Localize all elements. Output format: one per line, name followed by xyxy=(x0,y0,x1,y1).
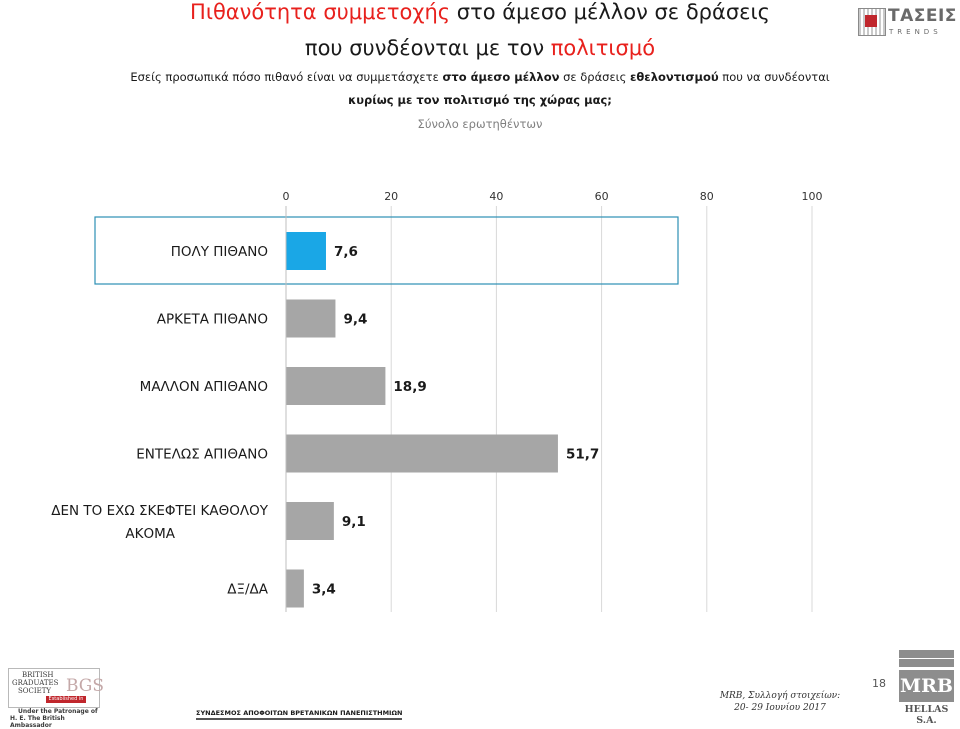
title-text: στο άμεσο μέλλον σε δράσεις xyxy=(450,0,770,24)
category-label: ΔΞ/ΔΑ xyxy=(227,582,269,598)
mrb-logo-band xyxy=(899,650,954,667)
bar xyxy=(286,434,558,473)
x-tick-label: 60 xyxy=(595,190,609,203)
taseis-logo-square xyxy=(865,15,877,27)
mrb-logo-sub: HELLAS S.A. xyxy=(904,704,949,726)
question-bold: εθελοντισμού xyxy=(629,70,719,84)
association-name: ΣΥΝΔΕΣΜΟΣ ΑΠΟΦΟΙΤΩΝ ΒΡΕΤΑΝΙΚΩΝ ΠΑΝΕΠΙΣΤΗ… xyxy=(196,709,403,720)
bgs-text: BRITISH xyxy=(22,671,54,679)
x-tick-label: 40 xyxy=(489,190,503,203)
title-highlight: Πιθανότητα συμμετοχής xyxy=(190,0,451,24)
title-text: που συνδέονται με τον xyxy=(304,36,551,60)
taseis-logo-word: ΤΑΣΕΙΣ xyxy=(888,6,957,26)
category-label: ΜΑΛΛΟΝ ΑΠΙΘΑΝΟ xyxy=(140,379,268,395)
x-tick-label: 20 xyxy=(384,190,398,203)
question-text: που να συνδέονται xyxy=(718,70,830,84)
slide-title-line1: Πιθανότητα συμμετοχής στο άμεσο μέλλον σ… xyxy=(120,0,840,24)
category-label: ΔΕΝ ΤΟ ΕΧΩ ΣΚΕΦΤΕΙ ΚΑΘΟΛΟΥ xyxy=(51,503,268,519)
data-label: 7,6 xyxy=(334,244,358,260)
title-highlight: πολιτισμό xyxy=(550,36,656,60)
question-line2: κυρίως με τον πολιτισμό της χώρας μας; xyxy=(348,93,612,107)
source-line: 20- 29 Ιουνίου 2017 xyxy=(734,703,826,713)
source-note: MRB, Συλλογή στοιχείων: 20- 29 Ιουνίου 2… xyxy=(705,690,855,714)
category-label: ΑΡΚΕΤΑ ΠΙΘΑΝΟ xyxy=(157,312,268,328)
mrb-logo-word: MRB xyxy=(899,670,954,702)
bgs-patron-line: Under the Patronage of xyxy=(18,708,98,715)
bar xyxy=(286,569,304,608)
bgs-patron-line: H. E. The British Ambassador xyxy=(10,715,65,729)
source-line: MRB, Συλλογή στοιχείων: xyxy=(719,691,841,701)
category-label: ΕΝΤΕΛΩΣ ΑΠΙΘΑΝΟ xyxy=(136,447,268,463)
base-label: Σύνολο ερωτηθέντων xyxy=(417,117,543,131)
data-label: 18,9 xyxy=(393,379,426,395)
category-label: ΑΚΟΜΑ xyxy=(125,526,175,542)
bgs-logo: BRITISH GRADUATES SOCIETY BGS Establishe… xyxy=(8,668,104,729)
bar xyxy=(286,502,334,540)
taseis-logo-sub: TRENDS xyxy=(889,28,942,36)
question-line1: Εσείς προσωπικά πόσο πιθανό είναι να συμ… xyxy=(40,70,920,84)
bar xyxy=(286,299,336,338)
bgs-text: GRADUATES xyxy=(12,679,59,687)
data-label: 9,4 xyxy=(343,312,367,328)
data-label: 9,1 xyxy=(342,514,366,530)
bar xyxy=(286,367,386,405)
bgs-text: SOCIETY xyxy=(18,687,52,695)
question-bold: στο άμεσο μέλλον xyxy=(442,70,560,84)
data-label: 3,4 xyxy=(312,582,336,598)
bgs-mark: BGS xyxy=(66,676,105,696)
bgs-logo-frame xyxy=(8,668,100,708)
question-text: σε δράσεις xyxy=(559,70,630,84)
x-tick-label: 100 xyxy=(802,190,823,203)
bgs-established: Established in 1958 xyxy=(46,696,86,709)
x-tick-label: 80 xyxy=(700,190,714,203)
highlight-box xyxy=(94,216,679,285)
taseis-logo: ΤΑΣΕΙΣ TRENDS xyxy=(858,6,957,40)
bgs-patronage: Under the Patronage of H. E. The British… xyxy=(10,708,100,729)
data-label: 51,7 xyxy=(566,447,599,463)
question-text: Εσείς προσωπικά πόσο πιθανό είναι να συμ… xyxy=(130,70,443,84)
bar xyxy=(286,232,326,270)
mrb-logo: MRB HELLAS S.A. xyxy=(899,650,954,726)
x-tick-label: 0 xyxy=(283,190,290,203)
category-label: ΠΟΛΥ ΠΙΘΑΝΟ xyxy=(171,244,268,260)
page-number: 18 xyxy=(872,677,886,690)
slide-title-line2: που συνδέονται με τον πολιτισμό xyxy=(120,36,840,60)
